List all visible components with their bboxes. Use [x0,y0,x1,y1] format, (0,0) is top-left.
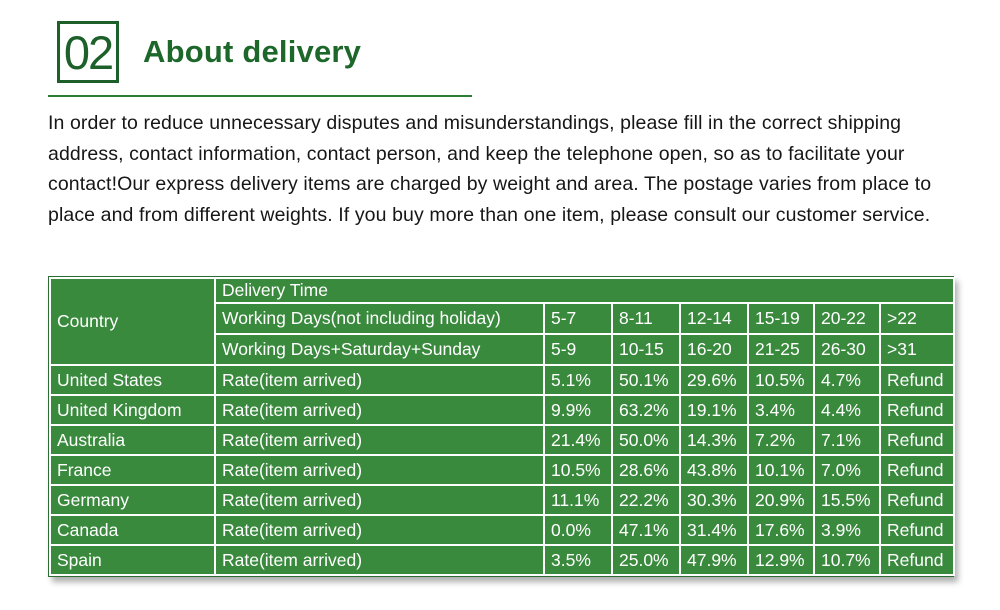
country-cell: Australia [49,424,216,456]
rate-value-cell: 3.5% [543,544,613,576]
delivery-time-header: Delivery Time [213,277,956,304]
range-cell: >22 [878,302,956,335]
working-days-label: Working Days+Saturday+Sunday [214,333,545,366]
working-days-label: Working Days(not including holiday) [214,302,545,335]
rate-value-cell: 63.2% [611,394,681,426]
rate-label-cell: Rate(item arrived) [214,364,545,396]
range-cell: 12-14 [679,302,749,335]
rate-value-cell: 10.7% [813,544,881,576]
table-row: Canada Rate(item arrived) 0.0% 47.1% 31.… [49,514,956,546]
rate-value-cell: 4.7% [813,364,881,396]
country-cell: Spain [49,544,216,576]
rate-value-cell: Refund [878,394,956,426]
rate-value-cell: 47.1% [611,514,681,546]
rate-value-cell: 30.3% [679,484,749,516]
rate-value-cell: 3.4% [747,394,815,426]
table-row: France Rate(item arrived) 10.5% 28.6% 43… [49,454,956,486]
rate-value-cell: 28.6% [611,454,681,486]
rate-value-cell: 50.0% [611,424,681,456]
range-cell: 10-15 [611,333,681,366]
delivery-table: Country Delivery Time Working Days(not i… [49,277,956,576]
rate-value-cell: 10.5% [747,364,815,396]
title-underline [48,95,472,97]
rate-value-cell: Refund [878,424,956,456]
rate-value-cell: Refund [878,514,956,546]
country-cell: Germany [49,484,216,516]
rate-value-cell: 0.0% [543,514,613,546]
rate-label-cell: Rate(item arrived) [214,454,545,486]
section-header: 02 About delivery [57,21,361,83]
rate-value-cell: 50.1% [611,364,681,396]
rate-value-cell: 31.4% [679,514,749,546]
rate-value-cell: 43.8% [679,454,749,486]
rate-value-cell: 20.9% [747,484,815,516]
rate-value-cell: 7.2% [747,424,815,456]
rate-label-cell: Rate(item arrived) [214,424,545,456]
country-cell: France [49,454,216,486]
section-number: 02 [63,25,114,79]
range-cell: 5-7 [543,302,613,335]
table-row: Germany Rate(item arrived) 11.1% 22.2% 3… [49,484,956,516]
range-cell: 21-25 [747,333,815,366]
country-cell: United Kingdom [49,394,216,426]
section-number-box: 02 [57,21,119,83]
rate-value-cell: 11.1% [543,484,613,516]
range-cell: 8-11 [611,302,681,335]
rate-value-cell: 7.1% [813,424,881,456]
country-header: Country [49,277,216,366]
page-title: About delivery [143,34,362,69]
rate-value-cell: 10.5% [543,454,613,486]
rate-value-cell: Refund [878,484,956,516]
table-row: Australia Rate(item arrived) 21.4% 50.0%… [49,424,956,456]
country-cell: Canada [49,514,216,546]
rate-value-cell: Refund [878,454,956,486]
rate-value-cell: 7.0% [813,454,881,486]
rate-value-cell: 25.0% [611,544,681,576]
rate-value-cell: 5.1% [543,364,613,396]
range-cell: 20-22 [813,302,881,335]
rate-label-cell: Rate(item arrived) [214,484,545,516]
range-cell: 16-20 [679,333,749,366]
intro-paragraph: In order to reduce unnecessary disputes … [48,112,932,226]
rate-value-cell: 17.6% [747,514,815,546]
country-cell: United States [49,364,216,396]
delivery-table-container: Country Delivery Time Working Days(not i… [48,276,956,577]
rate-value-cell: 22.2% [611,484,681,516]
rate-label-cell: Rate(item arrived) [214,544,545,576]
rate-value-cell: Refund [878,364,956,396]
table-row: United States Rate(item arrived) 5.1% 50… [49,364,956,396]
range-cell: 15-19 [747,302,815,335]
rate-value-cell: 19.1% [679,394,749,426]
rate-label-cell: Rate(item arrived) [214,394,545,426]
rate-value-cell: 10.1% [747,454,815,486]
rate-value-cell: 14.3% [679,424,749,456]
table-row: Spain Rate(item arrived) 3.5% 25.0% 47.9… [49,544,956,576]
rate-value-cell: 3.9% [813,514,881,546]
rate-value-cell: 4.4% [813,394,881,426]
rate-value-cell: 47.9% [679,544,749,576]
rate-value-cell: 12.9% [747,544,815,576]
range-cell: >31 [878,333,956,366]
range-cell: 5-9 [543,333,613,366]
range-cell: 26-30 [813,333,881,366]
rate-value-cell: 21.4% [543,424,613,456]
rate-value-cell: 9.9% [543,394,613,426]
table-row: United Kingdom Rate(item arrived) 9.9% 6… [49,394,956,426]
rate-label-cell: Rate(item arrived) [214,514,545,546]
rate-value-cell: 29.6% [679,364,749,396]
rate-value-cell: Refund [878,544,956,576]
rate-value-cell: 15.5% [813,484,881,516]
